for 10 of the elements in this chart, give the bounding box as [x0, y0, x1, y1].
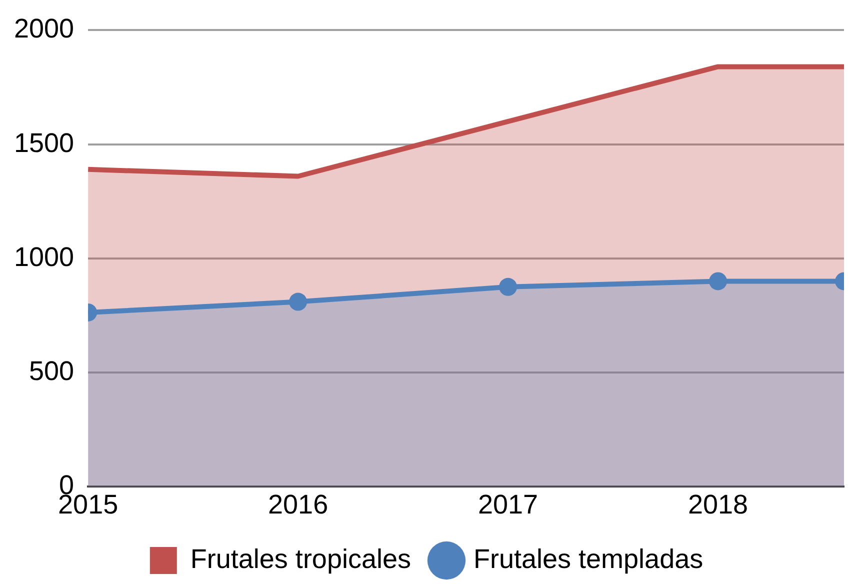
- y-tick-label: 2000: [14, 14, 74, 44]
- y-tick-label: 500: [29, 356, 74, 386]
- point: [499, 278, 518, 296]
- y-tick-label: 1500: [14, 128, 74, 158]
- x-tick-label: 2017: [478, 489, 538, 520]
- legend-label: Frutales templadas: [473, 544, 704, 574]
- y-tick-label: 1000: [14, 242, 74, 272]
- x-tick-label: 2016: [268, 489, 328, 520]
- legend-label: Frutales tropicales: [190, 544, 411, 574]
- x-tick-label: 2018: [688, 489, 748, 520]
